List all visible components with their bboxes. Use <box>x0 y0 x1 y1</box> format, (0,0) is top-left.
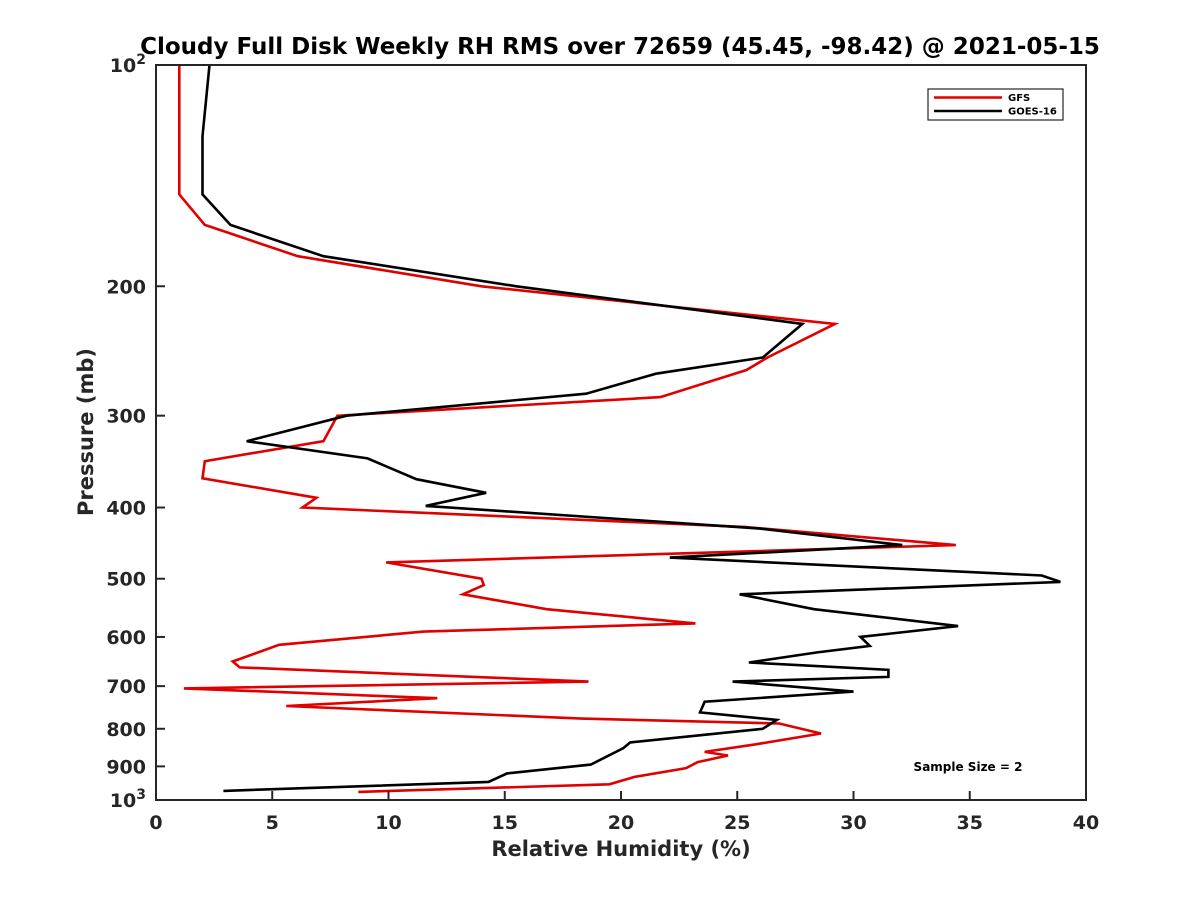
y-axis-ticks: 102 200 300 400 500 600 700 800 900 103 <box>106 52 165 812</box>
x-tick-label: 10 <box>375 812 401 834</box>
x-tick-label: 20 <box>608 812 634 834</box>
legend-box <box>927 88 1064 121</box>
y-tick-label: 300 <box>106 406 146 428</box>
y-tick-label: 102 <box>110 52 146 77</box>
y-tick-label: 103 <box>110 787 146 812</box>
y-tick-label: 700 <box>106 676 146 698</box>
x-tick-label: 25 <box>724 812 750 834</box>
y-tick-label: 800 <box>106 719 146 741</box>
x-tick-label: 15 <box>492 812 518 834</box>
x-axis-label: Relative Humidity (%) <box>491 837 750 861</box>
series-line-gfs <box>178 65 956 794</box>
y-tick-label: 600 <box>106 627 146 649</box>
x-tick-label: 30 <box>840 812 866 834</box>
sample-size-annotation: Sample Size = 2 <box>914 760 1023 774</box>
legend-label-gfs: GFS <box>1008 93 1030 104</box>
x-axis-ticks: 0 5 10 15 20 25 30 35 40 <box>149 791 1099 834</box>
y-axis-label: Pressure (mb) <box>74 348 98 516</box>
series-lines <box>178 64 1061 794</box>
x-tick-label: 35 <box>957 812 983 834</box>
y-tick-label: 400 <box>106 498 146 520</box>
x-tick-label: 0 <box>149 812 162 834</box>
chart-title: Cloudy Full Disk Weekly RH RMS over 7265… <box>140 34 1100 60</box>
x-tick-label: 40 <box>1073 812 1099 834</box>
plot-frame <box>155 64 1087 801</box>
y-tick-label: 900 <box>106 756 146 778</box>
legend-label-goes16: GOES-16 <box>1008 107 1057 118</box>
y-tick-label: 200 <box>106 276 146 298</box>
y-tick-label: 500 <box>106 569 146 591</box>
series-line-goes16 <box>201 64 1061 793</box>
x-tick-label: 5 <box>266 812 279 834</box>
legend: GFS GOES-16 <box>927 88 1064 121</box>
